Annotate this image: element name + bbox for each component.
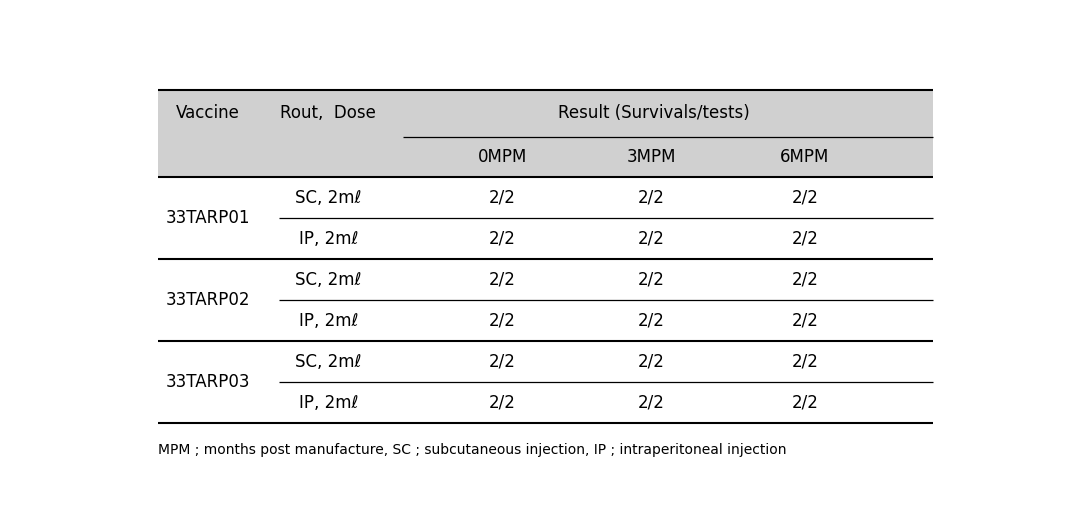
Text: 2/2: 2/2 <box>791 353 818 371</box>
Text: 2/2: 2/2 <box>791 230 818 248</box>
Text: 2/2: 2/2 <box>489 353 515 371</box>
Text: SC, 2mℓ: SC, 2mℓ <box>295 353 361 371</box>
Text: 0MPM: 0MPM <box>478 148 527 166</box>
Text: 2/2: 2/2 <box>791 188 818 206</box>
Text: IP, 2mℓ: IP, 2mℓ <box>298 312 358 329</box>
Text: 33TARP03: 33TARP03 <box>166 373 250 391</box>
Text: IP, 2mℓ: IP, 2mℓ <box>298 230 358 248</box>
Text: 2/2: 2/2 <box>791 271 818 289</box>
Text: 2/2: 2/2 <box>638 353 665 371</box>
Text: 2/2: 2/2 <box>489 230 515 248</box>
Text: 2/2: 2/2 <box>489 271 515 289</box>
Bar <box>158 90 933 177</box>
Text: 2/2: 2/2 <box>489 394 515 412</box>
Text: 2/2: 2/2 <box>638 271 665 289</box>
Text: 2/2: 2/2 <box>489 188 515 206</box>
Text: SC, 2mℓ: SC, 2mℓ <box>295 271 361 289</box>
Text: 2/2: 2/2 <box>638 230 665 248</box>
Text: 6MPM: 6MPM <box>780 148 830 166</box>
Text: Rout,  Dose: Rout, Dose <box>280 104 376 122</box>
Text: 33TARP02: 33TARP02 <box>166 291 250 309</box>
Text: Vaccine: Vaccine <box>176 104 241 122</box>
Text: Result (Survivals/tests): Result (Survivals/tests) <box>558 104 749 122</box>
Text: 2/2: 2/2 <box>638 312 665 329</box>
Text: 2/2: 2/2 <box>489 312 515 329</box>
Text: 2/2: 2/2 <box>638 188 665 206</box>
Text: MPM ; months post manufacture, SC ; subcutaneous injection, IP ; intraperitoneal: MPM ; months post manufacture, SC ; subc… <box>158 442 787 457</box>
Text: 2/2: 2/2 <box>791 394 818 412</box>
Text: 2/2: 2/2 <box>638 394 665 412</box>
Text: SC, 2mℓ: SC, 2mℓ <box>295 188 361 206</box>
Text: 33TARP01: 33TARP01 <box>166 209 250 227</box>
Text: 3MPM: 3MPM <box>626 148 677 166</box>
Text: 2/2: 2/2 <box>791 312 818 329</box>
Text: IP, 2mℓ: IP, 2mℓ <box>298 394 358 412</box>
